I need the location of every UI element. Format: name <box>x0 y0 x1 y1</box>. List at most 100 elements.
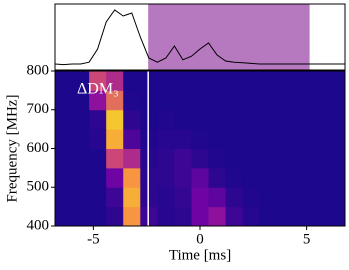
heatmap-cell <box>242 90 261 111</box>
heatmap-cell <box>140 167 158 188</box>
heatmap-cell <box>174 167 192 188</box>
heatmap-cell <box>106 71 124 91</box>
heatmap-cell <box>140 148 158 169</box>
heatmap-cell <box>191 109 210 130</box>
heatmap-cell <box>259 71 278 91</box>
heatmap-cell <box>259 148 278 169</box>
heatmap-cell <box>327 129 346 149</box>
heatmap-cell <box>106 206 124 227</box>
heatmap-cell <box>55 109 73 130</box>
heatmap-cell <box>72 167 90 188</box>
heatmap-cell <box>191 129 210 149</box>
highlight-span <box>148 4 310 70</box>
heatmap-cell <box>242 129 261 149</box>
heatmap-cell <box>72 90 90 111</box>
heatmap-cell <box>106 167 124 188</box>
heatmap-cell <box>123 206 141 227</box>
heatmap-cell <box>310 90 329 111</box>
heatmap-cell <box>123 148 141 169</box>
x-tick-label: -5 <box>87 231 100 247</box>
heatmap-cell <box>208 187 227 208</box>
heatmap-cell <box>157 109 175 130</box>
heatmap-cell <box>208 90 227 111</box>
heatmap-cell <box>225 90 244 111</box>
heatmap-cell <box>225 167 244 188</box>
heatmap-cell <box>89 148 107 169</box>
heatmap-cell <box>310 71 329 91</box>
heatmap-cell <box>310 206 329 227</box>
heatmap-cell <box>259 90 278 111</box>
heatmap-cell <box>327 71 346 91</box>
heatmap-cell <box>242 109 261 130</box>
heatmap-cell <box>72 129 90 149</box>
heatmap-cell <box>276 148 295 169</box>
heatmap-cell <box>123 167 141 188</box>
heatmap-cell <box>293 109 312 130</box>
heatmap-cell <box>140 71 158 91</box>
heatmap-cell <box>191 90 210 111</box>
heatmap-cell <box>72 187 90 208</box>
heatmap-cell <box>242 206 261 227</box>
heatmap-cell <box>310 187 329 208</box>
heatmap-cell <box>293 148 312 169</box>
heatmap-cell <box>89 109 107 130</box>
panel-frame <box>54 3 346 71</box>
x-tick-label: 5 <box>303 231 311 247</box>
heatmap-cell <box>276 187 295 208</box>
heatmap-cell <box>106 90 124 111</box>
heatmap-cell <box>72 148 90 169</box>
heatmap-cell <box>55 129 73 149</box>
heatmap-cell <box>157 167 175 188</box>
heatmap-cell <box>174 71 192 91</box>
heatmap-cell <box>55 71 73 91</box>
profile-line <box>54 9 345 66</box>
heatmap-cell <box>106 129 124 149</box>
heatmap-cell <box>208 148 227 169</box>
heatmap-cell <box>242 71 261 91</box>
heatmap-cell <box>225 71 244 91</box>
heatmap-cell <box>174 206 192 227</box>
heatmap-cell <box>89 71 107 91</box>
heatmap-cell <box>157 71 175 91</box>
heatmap-cell <box>140 90 158 111</box>
heatmap-cell <box>225 148 244 169</box>
x-tick-label: 0 <box>196 231 204 247</box>
heatmap-cell <box>276 71 295 91</box>
heatmap-cell <box>242 148 261 169</box>
heatmap-cell <box>140 206 158 227</box>
heatmap-cell <box>123 71 141 91</box>
heatmap-cell <box>225 187 244 208</box>
heatmap-cell <box>208 129 227 149</box>
heatmap-cell <box>55 148 73 169</box>
heatmap-cell <box>191 167 210 188</box>
heatmap-cell <box>327 167 346 188</box>
heatmap-cell <box>276 109 295 130</box>
heatmap-cell <box>174 187 192 208</box>
heatmap-cell <box>208 71 227 91</box>
y-tick-label: 400 <box>27 217 50 233</box>
heatmap-cell <box>259 187 278 208</box>
heatmap-cell <box>174 129 192 149</box>
heatmap-cell <box>293 71 312 91</box>
heatmap-cell <box>191 187 210 208</box>
heatmap-cell <box>157 90 175 111</box>
heatmap-cell <box>55 187 73 208</box>
y-tick-label: 600 <box>27 140 50 156</box>
heatmap-cell <box>293 187 312 208</box>
heatmap-cell <box>293 129 312 149</box>
heatmap-cell <box>157 129 175 149</box>
heatmap-cell <box>157 187 175 208</box>
x-axis-label: Time [ms] <box>169 247 231 263</box>
heatmap-cell <box>293 90 312 111</box>
heatmap-cell <box>123 187 141 208</box>
heatmap-cell <box>225 109 244 130</box>
y-tick-label: 500 <box>27 179 50 195</box>
heatmap-cell <box>72 71 90 91</box>
heatmap-cell <box>157 148 175 169</box>
heatmap-cell <box>106 187 124 208</box>
heatmap-cell <box>327 187 346 208</box>
heatmap-cell <box>259 206 278 227</box>
heatmap-cell <box>106 148 124 169</box>
heatmap-cell <box>191 71 210 91</box>
